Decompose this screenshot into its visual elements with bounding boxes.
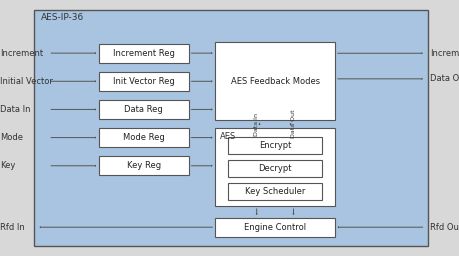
Bar <box>227 183 321 200</box>
Text: AES Feedback Modes: AES Feedback Modes <box>230 77 319 86</box>
Text: Key Reg: Key Reg <box>126 161 161 170</box>
Bar <box>99 100 188 119</box>
Bar <box>99 44 188 63</box>
Text: Data Out: Data Out <box>291 110 296 138</box>
Text: Data In: Data In <box>253 113 258 136</box>
Text: Mode Reg: Mode Reg <box>123 133 164 142</box>
Bar <box>99 156 188 175</box>
Text: Engine Control: Engine Control <box>243 223 306 232</box>
Text: Data Reg: Data Reg <box>124 105 163 114</box>
Bar <box>215 42 334 120</box>
Text: Decrypt: Decrypt <box>257 164 291 173</box>
Text: Key Scheduler: Key Scheduler <box>244 187 304 196</box>
Text: Increment: Increment <box>0 49 43 58</box>
Text: AES-IP-36: AES-IP-36 <box>41 13 84 22</box>
Text: Mode: Mode <box>0 133 23 142</box>
Text: Data In: Data In <box>0 105 30 114</box>
Text: Encrypt: Encrypt <box>258 141 291 150</box>
Text: Data Out: Data Out <box>429 74 459 83</box>
Bar <box>99 72 188 91</box>
Text: Initial Vector: Initial Vector <box>0 77 53 86</box>
Bar <box>99 128 188 147</box>
Text: Key: Key <box>0 161 15 170</box>
Text: Increment Reg: Increment Reg <box>112 49 174 58</box>
Bar <box>215 128 334 206</box>
Text: Init Vector Reg: Init Vector Reg <box>112 77 174 86</box>
Bar <box>227 137 321 154</box>
Text: Rfd Out: Rfd Out <box>429 223 459 232</box>
Bar <box>34 10 427 246</box>
Bar <box>215 218 334 237</box>
Text: AES: AES <box>219 132 235 141</box>
Text: Rfd In: Rfd In <box>0 223 25 232</box>
Text: Increment: Increment <box>429 49 459 58</box>
Bar <box>227 160 321 177</box>
